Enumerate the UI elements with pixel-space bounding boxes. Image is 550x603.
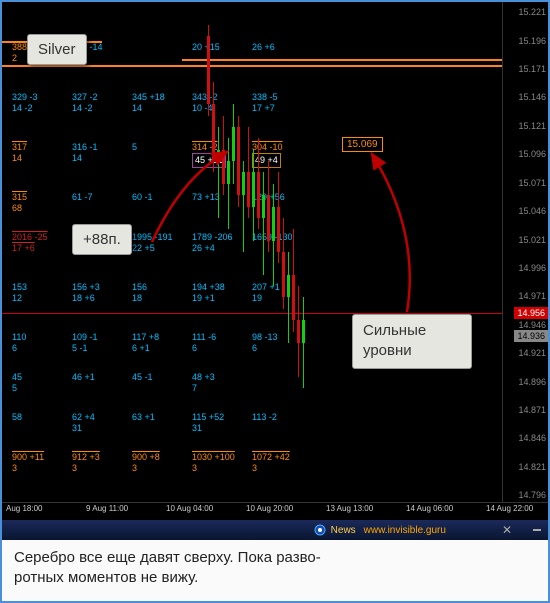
time-tick: 10 Aug 20:00: [246, 504, 293, 513]
eye-icon: [313, 523, 327, 537]
price-tick: 15.221: [518, 7, 546, 17]
price-tick: 14.896: [518, 377, 546, 387]
news-label: News: [331, 525, 356, 536]
price-tick: 15.146: [518, 92, 546, 102]
time-tick: 14 Aug 06:00: [406, 504, 453, 513]
collapse-icon[interactable]: [532, 525, 542, 535]
price-tick: 14.796: [518, 490, 546, 500]
price-tick: 14.946: [518, 320, 546, 330]
close-icon[interactable]: ✕: [502, 523, 512, 537]
time-tick: Aug 18:00: [6, 504, 42, 513]
footer-url[interactable]: www.invisible.guru: [364, 525, 446, 536]
price-tick: 15.071: [518, 178, 546, 188]
chart-area: 3882381 -14520 +1526 +6329 -314 -2327 -2…: [2, 2, 548, 540]
news-button[interactable]: News: [313, 523, 356, 537]
price-marker: 14.936: [514, 330, 548, 342]
price-tick: 14.846: [518, 433, 546, 443]
bottom-bar: News www.invisible.guru ✕: [2, 520, 548, 540]
price-tick: 15.046: [518, 206, 546, 216]
price-tick: 14.921: [518, 348, 546, 358]
price-tick: 15.171: [518, 64, 546, 74]
time-tick: 10 Aug 04:00: [166, 504, 213, 513]
time-axis: Aug 18:00 9 Aug 11:00 10 Aug 04:00 10 Aug 2…: [2, 502, 548, 520]
caption: Серебро все еще давят сверху. Пока разво…: [2, 540, 548, 601]
frame: 3882381 -14520 +1526 +6329 -314 -2327 -2…: [0, 0, 550, 603]
price-tick: 15.096: [518, 149, 546, 159]
time-tick: 13 Aug 13:00: [326, 504, 373, 513]
arrow-to-price: [2, 2, 502, 502]
price-axis: 15.221 15.196 15.171 15.146 15.121 15.096 15.0…: [502, 2, 548, 502]
price-tick: 14.996: [518, 263, 546, 273]
price-marker: 14.956: [514, 307, 548, 319]
price-tick: 15.196: [518, 36, 546, 46]
price-tick: 14.871: [518, 405, 546, 415]
price-tick: 15.021: [518, 235, 546, 245]
price-tick: 14.971: [518, 291, 546, 301]
time-tick: 9 Aug 11:00: [86, 504, 128, 513]
time-tick: 14 Aug 22:00: [486, 504, 533, 513]
price-tick: 15.121: [518, 121, 546, 131]
price-tick: 14.821: [518, 462, 546, 472]
